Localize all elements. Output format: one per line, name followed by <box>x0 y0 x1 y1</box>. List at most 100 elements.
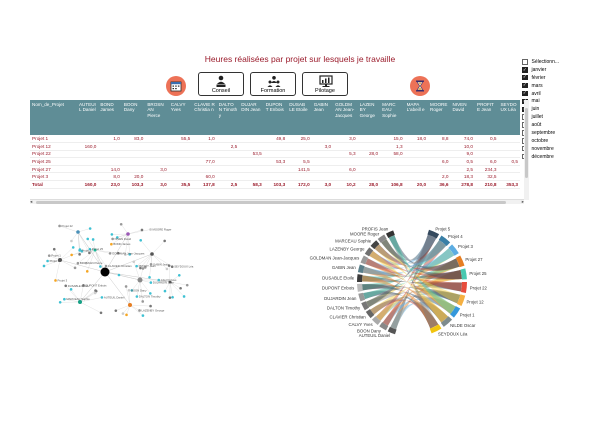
month-option[interactable]: ✓juin <box>522 105 598 113</box>
chord-arc-project[interactable] <box>429 324 442 334</box>
network-node[interactable] <box>70 239 73 243</box>
network-node[interactable] <box>149 292 152 295</box>
network-node[interactable] <box>108 252 112 255</box>
chord-arc-person[interactable] <box>360 255 369 265</box>
chord-arc-project[interactable] <box>440 316 453 327</box>
column-header-person[interactable]: DALTO N Timoth y <box>216 100 240 135</box>
network-node[interactable] <box>76 261 80 265</box>
network-node[interactable] <box>135 264 138 268</box>
month-option[interactable]: ✓ avril <box>522 90 598 98</box>
network-node[interactable] <box>116 251 120 255</box>
network-node[interactable] <box>114 309 118 312</box>
network-node[interactable] <box>144 266 147 269</box>
network-node[interactable] <box>185 283 189 287</box>
column-header-person[interactable]: AUTEUI L Daniel <box>76 100 99 135</box>
chord-arc-person[interactable] <box>361 301 370 311</box>
network-node[interactable] <box>115 236 119 239</box>
chord-arc-person[interactable] <box>365 309 375 319</box>
network-node[interactable] <box>163 289 167 293</box>
network-node[interactable] <box>111 237 114 241</box>
chord-arc-project[interactable] <box>450 306 461 318</box>
network-node[interactable] <box>91 238 95 241</box>
column-header-person[interactable]: CALVY Yves <box>168 100 193 135</box>
network-hub-node[interactable] <box>76 230 80 234</box>
month-option[interactable]: ✓ janvier <box>522 66 598 74</box>
network-hub-node[interactable] <box>100 267 110 277</box>
month-checkbox[interactable]: ✓ <box>522 90 528 97</box>
network-node[interactable] <box>42 264 46 268</box>
chord-arc-person[interactable] <box>379 322 389 331</box>
column-header-person[interactable]: CLAVIE R Christia n <box>192 100 217 135</box>
network-node[interactable] <box>69 288 73 291</box>
calendar-icon[interactable] <box>166 76 186 96</box>
month-checkbox[interactable]: ✓ <box>522 74 528 81</box>
network-node[interactable] <box>121 312 125 315</box>
network-node[interactable] <box>100 296 104 299</box>
network-hub-node[interactable] <box>93 248 97 252</box>
network-node[interactable] <box>86 237 90 241</box>
network-node[interactable] <box>124 253 127 256</box>
month-option[interactable]: ✓ février <box>522 74 598 82</box>
column-header-person[interactable]: GOLDM AN Jean-Jacques <box>333 100 358 135</box>
column-header-person[interactable]: DUJAR DIN Jean <box>239 100 264 135</box>
column-header-person[interactable]: LAZEN BY George <box>357 100 381 135</box>
network-node[interactable] <box>163 239 166 243</box>
network-node[interactable] <box>149 228 152 231</box>
network-node[interactable] <box>149 281 153 284</box>
column-header-person[interactable]: BOND James <box>98 100 122 135</box>
network-node[interactable] <box>64 284 68 288</box>
network-node[interactable] <box>132 260 136 264</box>
network-node[interactable] <box>119 222 123 226</box>
month-checkbox[interactable]: ✓ <box>522 82 528 89</box>
network-node[interactable] <box>170 265 174 269</box>
network-node[interactable] <box>78 253 81 256</box>
month-option[interactable]: ✓mai <box>522 97 598 105</box>
network-node[interactable] <box>177 273 181 277</box>
network-node[interactable] <box>47 254 51 257</box>
network-node[interactable] <box>157 278 161 282</box>
month-option[interactable]: juillet <box>522 113 598 121</box>
network-node[interactable] <box>171 295 174 299</box>
network-node[interactable] <box>80 249 84 253</box>
network-node[interactable] <box>139 238 143 242</box>
network-hub-node[interactable] <box>58 258 62 262</box>
network-node[interactable] <box>52 247 56 251</box>
chord-arc-person[interactable] <box>370 240 380 250</box>
network-node[interactable] <box>46 259 49 263</box>
column-header-person[interactable]: BROSN AN Pierce <box>145 100 169 135</box>
chord-arc-project[interactable] <box>455 255 465 268</box>
scroll-left-icon[interactable]: ◂ <box>30 199 33 204</box>
network-node[interactable] <box>88 227 92 230</box>
month-option[interactable]: ✓ mars <box>522 82 598 90</box>
column-header-person[interactable]: MARC EAU Sophie <box>380 100 405 135</box>
network-node[interactable] <box>141 300 145 303</box>
network-node[interactable] <box>85 270 89 273</box>
chord-arc-person[interactable] <box>357 264 365 274</box>
network-node[interactable] <box>179 286 182 290</box>
column-header-project[interactable]: Nom_de_Projet <box>30 100 77 135</box>
network-node[interactable] <box>167 264 171 267</box>
column-header-person[interactable]: DUSAB LE Etoile <box>287 100 312 135</box>
network-node[interactable] <box>58 300 62 304</box>
network-node[interactable] <box>58 224 61 228</box>
chord-arc-person[interactable] <box>357 283 363 292</box>
network-node[interactable] <box>127 289 131 292</box>
network-hub-node[interactable] <box>128 303 132 307</box>
table-vertical-scrollbar[interactable] <box>524 100 529 200</box>
column-header-person[interactable]: SEYDO UX Léa <box>498 100 520 135</box>
month-option[interactable]: août <box>522 121 598 129</box>
column-header-person[interactable]: GABIN Jean <box>311 100 334 135</box>
network-node[interactable] <box>141 267 145 270</box>
network-node[interactable] <box>168 296 172 299</box>
chord-arc-person[interactable] <box>387 326 397 335</box>
month-option[interactable]: décembre <box>522 153 598 161</box>
chord-arc-person[interactable] <box>385 230 395 238</box>
network-node[interactable] <box>110 233 114 236</box>
network-node[interactable] <box>138 309 141 312</box>
month-option[interactable]: septembre <box>522 129 598 137</box>
network-node[interactable] <box>93 291 97 295</box>
month-checkbox[interactable]: ✓ <box>522 66 528 73</box>
column-header-person[interactable]: MAPA L'abeill e <box>404 100 429 135</box>
month-checkbox[interactable] <box>522 59 528 65</box>
column-header-person[interactable]: BOON Dany <box>121 100 146 135</box>
